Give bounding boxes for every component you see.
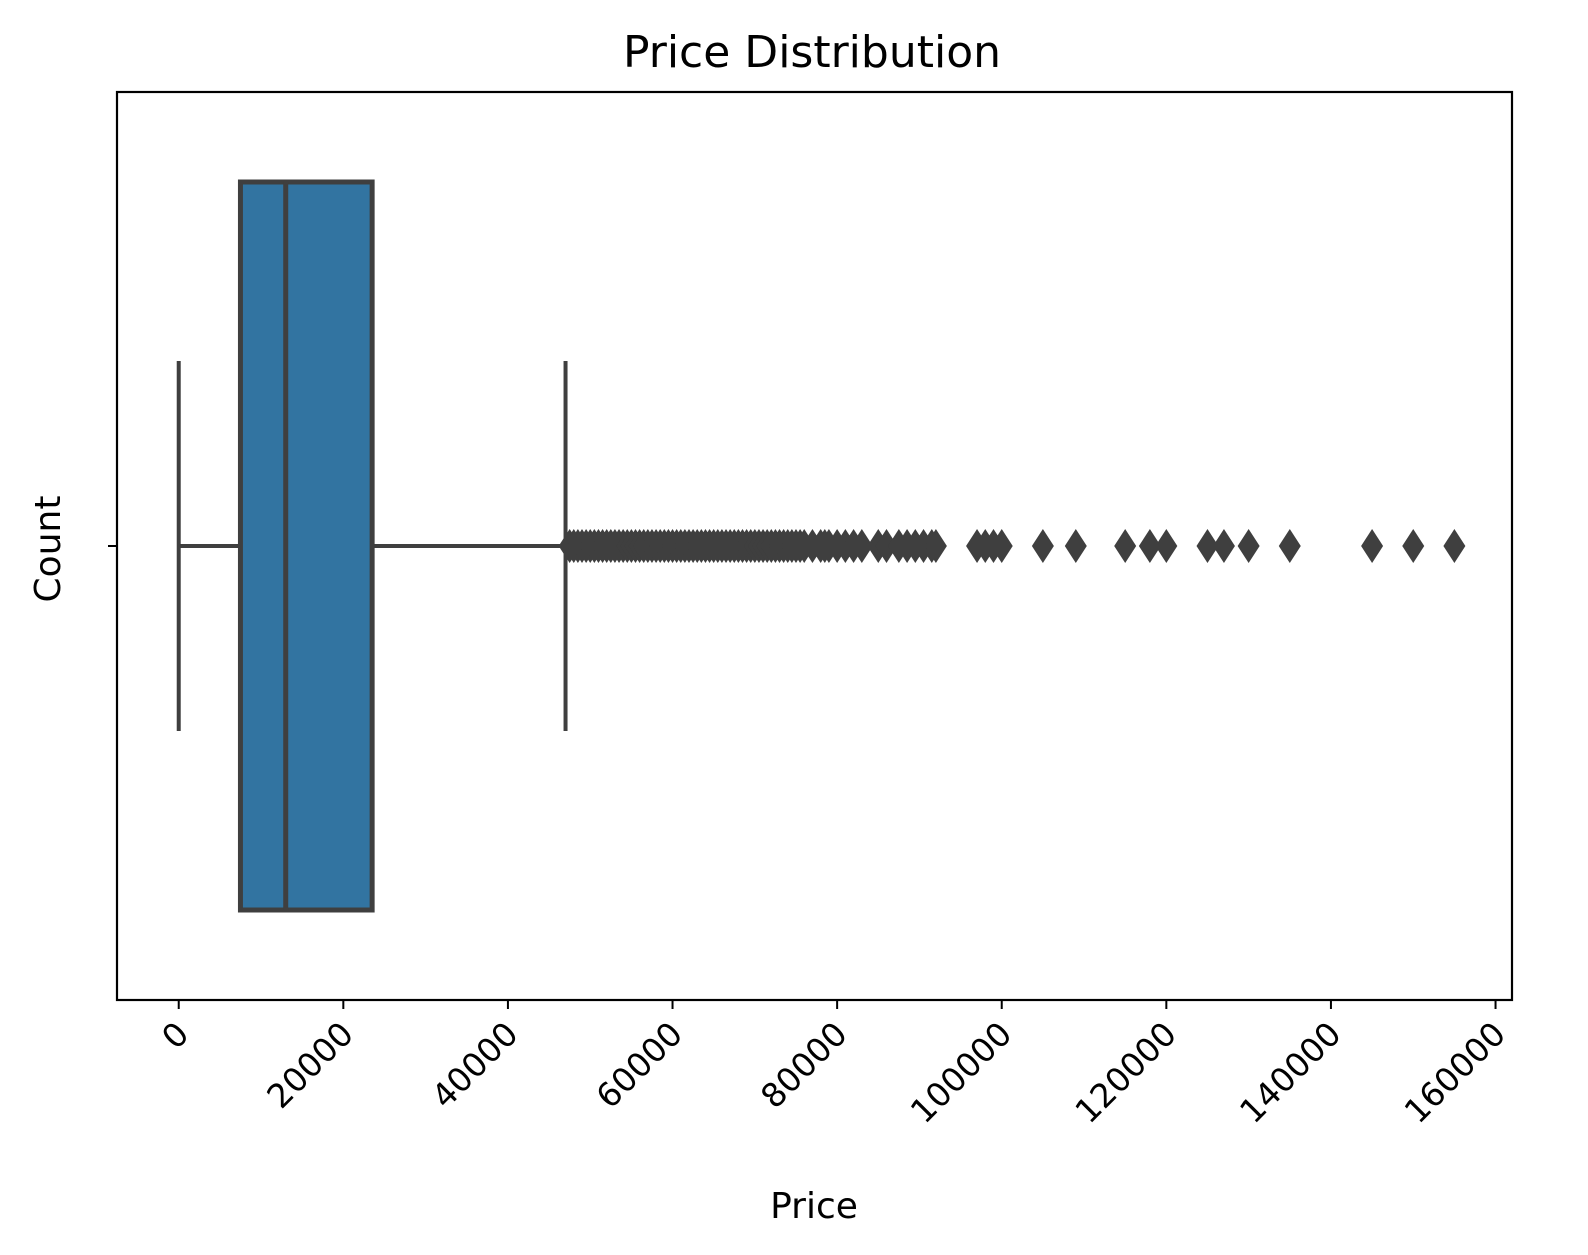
x-tick-label: 140000 — [1232, 1014, 1349, 1131]
outlier-point — [1031, 529, 1054, 563]
x-axis-label: Price — [770, 1186, 858, 1227]
x-tick-label: 60000 — [588, 1014, 690, 1116]
x-tick-label: 100000 — [903, 1014, 1020, 1131]
outlier-point — [850, 529, 873, 563]
x-tick-label: 80000 — [753, 1014, 855, 1116]
outlier-point — [1138, 529, 1161, 563]
x-tick-label: 40000 — [424, 1014, 526, 1116]
outlier-point — [924, 529, 947, 563]
outlier-point — [1114, 529, 1137, 563]
outlier-markers — [558, 529, 1466, 563]
x-axis: 0 20000 40000 60000 80000 100000 120000 140000 1… — [154, 1000, 1513, 1131]
x-tick-label: 20000 — [259, 1014, 361, 1116]
outlier-point — [1196, 529, 1219, 563]
outlier-point — [875, 529, 898, 563]
outlier-point — [1361, 529, 1384, 563]
outlier-point — [1237, 529, 1260, 563]
outlier-point — [990, 529, 1013, 563]
box-plot — [176, 179, 568, 913]
outlier-point — [1278, 529, 1301, 563]
x-tick-label: 120000 — [1067, 1014, 1184, 1131]
outlier-point — [1443, 529, 1466, 563]
outlier-point — [1064, 529, 1087, 563]
interquartile-box — [237, 179, 375, 913]
outlier-point — [1155, 529, 1178, 563]
x-tick-label: 160000 — [1397, 1014, 1514, 1131]
y-axis-label: Count — [28, 496, 69, 603]
chart-title: Price Distribution — [623, 27, 1001, 78]
outlier-point — [1402, 529, 1425, 563]
outlier-point — [1212, 529, 1235, 563]
x-tick-label: 0 — [154, 1014, 196, 1056]
